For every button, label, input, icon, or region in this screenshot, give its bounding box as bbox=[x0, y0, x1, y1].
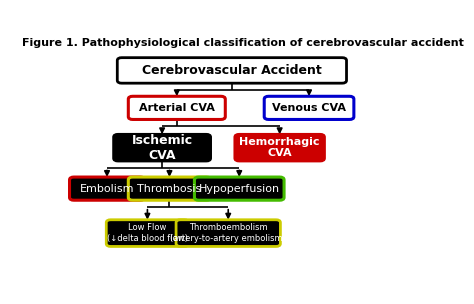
Text: Low Flow
(↓delta blood flow): Low Flow (↓delta blood flow) bbox=[107, 223, 188, 243]
FancyBboxPatch shape bbox=[194, 177, 284, 200]
FancyBboxPatch shape bbox=[264, 96, 354, 119]
Text: Thrombosis: Thrombosis bbox=[137, 184, 201, 194]
Text: Embolism: Embolism bbox=[80, 184, 134, 194]
Text: Cerebrovascular Accident: Cerebrovascular Accident bbox=[142, 64, 322, 77]
FancyBboxPatch shape bbox=[176, 220, 281, 247]
FancyBboxPatch shape bbox=[128, 177, 210, 200]
Text: Hemorrhagic
CVA: Hemorrhagic CVA bbox=[239, 137, 320, 158]
FancyBboxPatch shape bbox=[117, 58, 346, 83]
Text: Arterial CVA: Arterial CVA bbox=[139, 103, 215, 113]
Text: Hypoperfusion: Hypoperfusion bbox=[199, 184, 280, 194]
FancyBboxPatch shape bbox=[114, 134, 210, 161]
FancyBboxPatch shape bbox=[70, 177, 145, 200]
Text: Venous CVA: Venous CVA bbox=[272, 103, 346, 113]
FancyBboxPatch shape bbox=[106, 220, 189, 247]
Text: Ischemic
CVA: Ischemic CVA bbox=[132, 134, 192, 162]
Text: Figure 1. Pathophysiological classification of cerebrovascular accident: Figure 1. Pathophysiological classificat… bbox=[22, 38, 464, 48]
FancyBboxPatch shape bbox=[128, 96, 225, 119]
Text: Thromboembolism
(artery-to-artery embolism): Thromboembolism (artery-to-artery emboli… bbox=[170, 223, 286, 243]
FancyBboxPatch shape bbox=[235, 134, 325, 161]
